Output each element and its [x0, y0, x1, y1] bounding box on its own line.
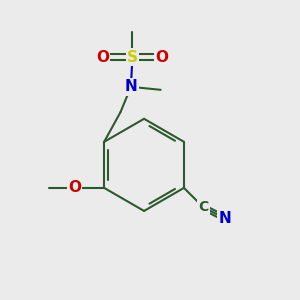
Text: N: N [218, 211, 231, 226]
Text: C: C [198, 200, 208, 214]
Text: N: N [124, 79, 137, 94]
Text: O: O [96, 50, 109, 64]
Text: O: O [156, 50, 169, 64]
Text: S: S [127, 50, 138, 64]
Text: O: O [68, 180, 81, 195]
